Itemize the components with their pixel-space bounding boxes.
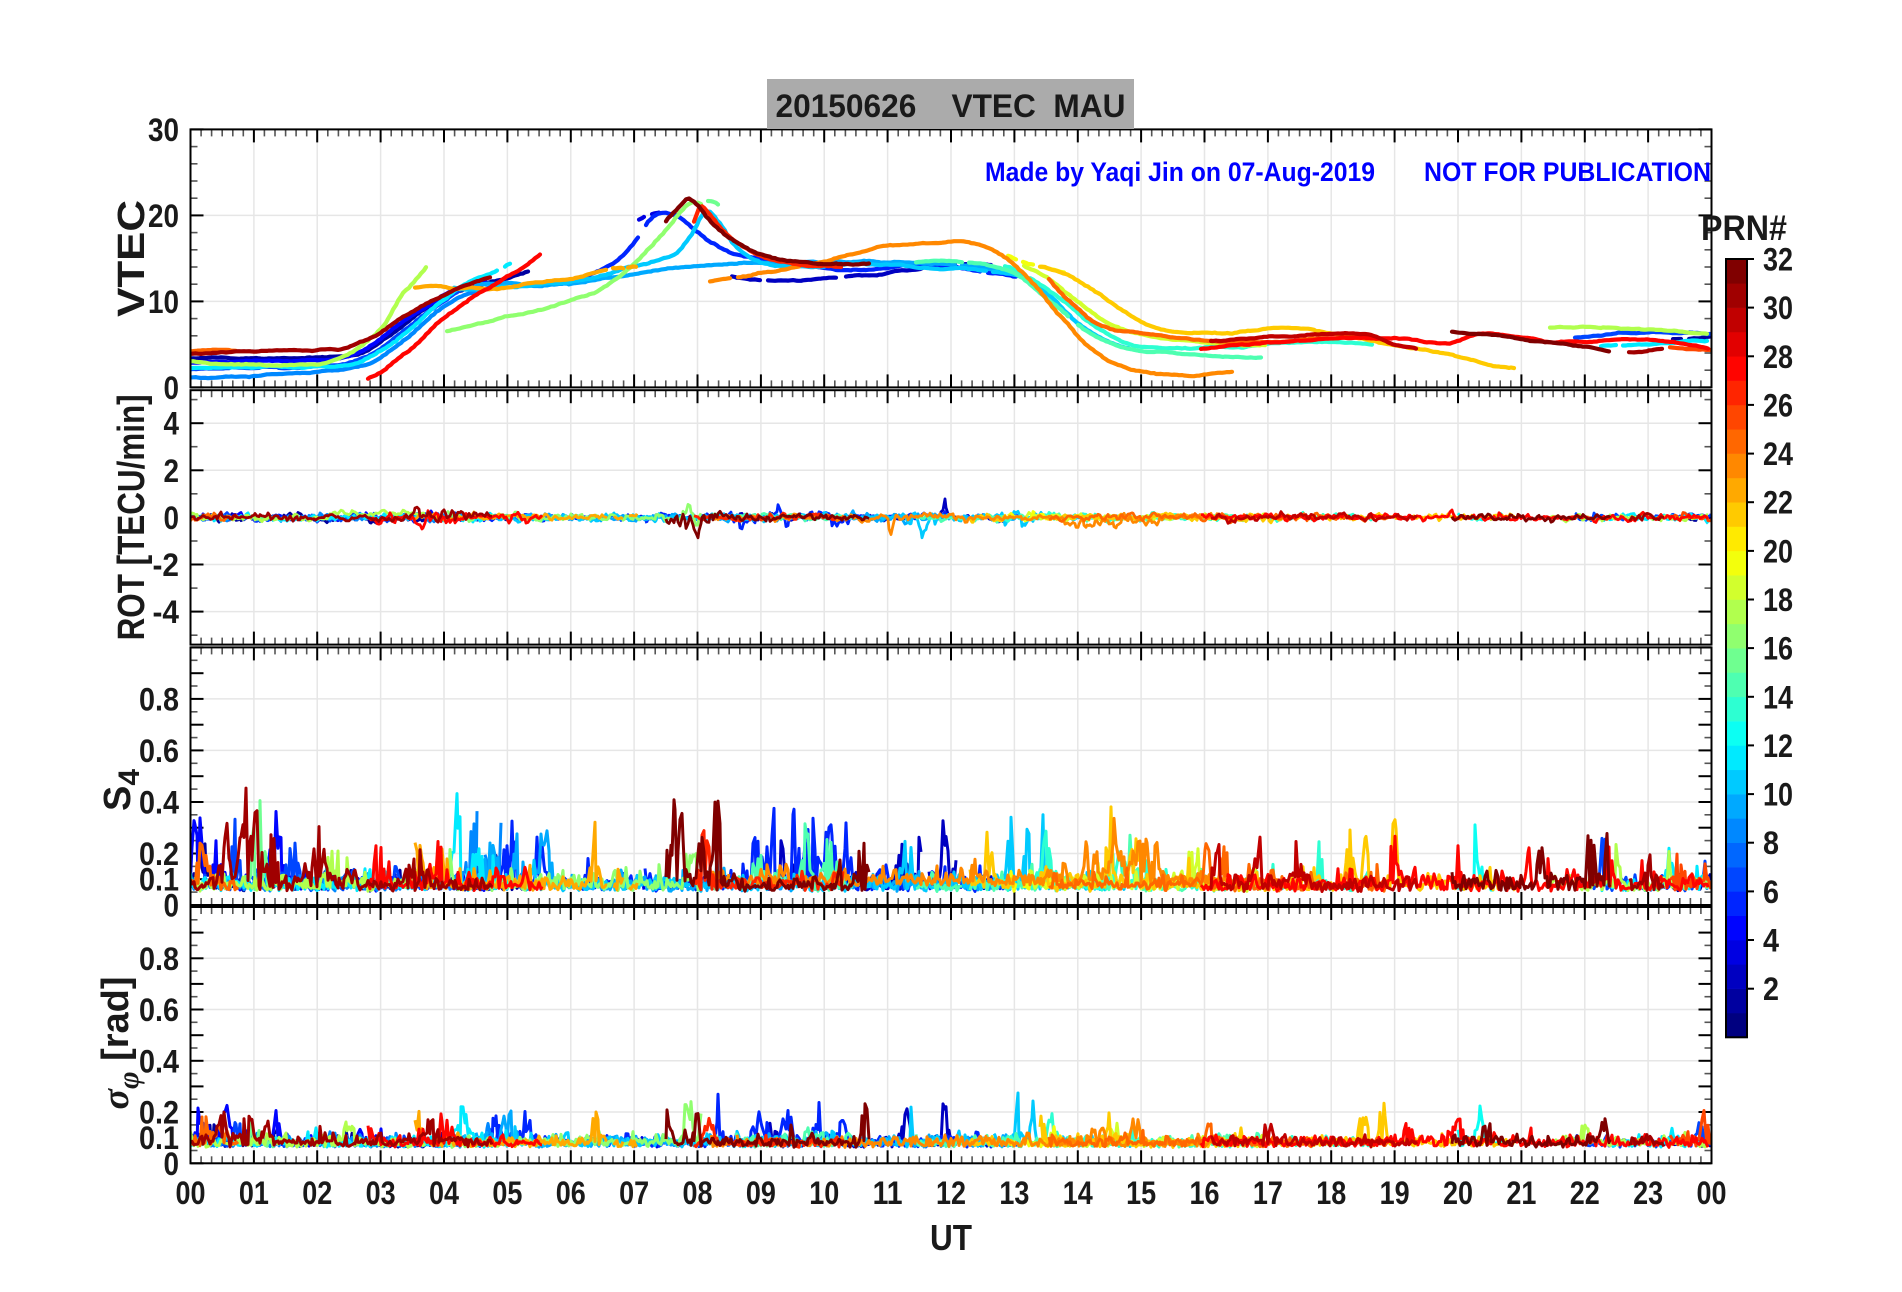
svg-text:16: 16 bbox=[1763, 631, 1793, 667]
svg-text:24: 24 bbox=[1763, 436, 1793, 472]
svg-text:14: 14 bbox=[1763, 679, 1793, 715]
svg-text:20: 20 bbox=[1443, 1175, 1473, 1211]
svg-text:20150626 VTEC MAU: 20150626 VTEC MAU bbox=[776, 88, 1126, 124]
svg-text:06: 06 bbox=[556, 1175, 586, 1211]
svg-text:05: 05 bbox=[492, 1175, 522, 1211]
svg-text:16: 16 bbox=[1190, 1175, 1220, 1211]
svg-text:0.4: 0.4 bbox=[139, 1043, 179, 1079]
svg-text:0.1: 0.1 bbox=[139, 862, 179, 898]
svg-text:0.4: 0.4 bbox=[139, 785, 179, 821]
svg-text:13: 13 bbox=[999, 1175, 1029, 1211]
svg-text:02: 02 bbox=[302, 1175, 332, 1211]
svg-text:22: 22 bbox=[1570, 1175, 1600, 1211]
svg-text:6: 6 bbox=[1763, 874, 1779, 910]
svg-text:8: 8 bbox=[1763, 825, 1779, 861]
svg-text:18: 18 bbox=[1316, 1175, 1346, 1211]
svg-text:19: 19 bbox=[1380, 1175, 1410, 1211]
svg-text:UT: UT bbox=[930, 1217, 972, 1258]
svg-text:20: 20 bbox=[1763, 533, 1793, 569]
svg-text:23: 23 bbox=[1633, 1175, 1663, 1211]
svg-text:PRN#: PRN# bbox=[1701, 209, 1787, 248]
svg-text:-4: -4 bbox=[153, 594, 180, 630]
svg-text:17: 17 bbox=[1253, 1175, 1283, 1211]
svg-text:12: 12 bbox=[1763, 728, 1793, 764]
svg-text:14: 14 bbox=[1063, 1175, 1093, 1211]
svg-text:4: 4 bbox=[1763, 923, 1779, 959]
svg-text:-2: -2 bbox=[153, 547, 180, 583]
svg-text:0: 0 bbox=[164, 888, 180, 924]
svg-text:22: 22 bbox=[1763, 485, 1793, 521]
svg-text:0: 0 bbox=[164, 1146, 180, 1182]
svg-text:30: 30 bbox=[148, 112, 179, 148]
svg-text:NOT FOR PUBLICATION: NOT FOR PUBLICATION bbox=[1424, 157, 1711, 187]
svg-text:2: 2 bbox=[164, 453, 180, 489]
svg-text:21: 21 bbox=[1506, 1175, 1536, 1211]
svg-text:0.2: 0.2 bbox=[139, 1095, 179, 1131]
svg-text:σφ [rad]: σφ [rad] bbox=[95, 976, 145, 1109]
svg-text:09: 09 bbox=[746, 1175, 776, 1211]
svg-text:10: 10 bbox=[1763, 777, 1793, 813]
svg-text:0.8: 0.8 bbox=[139, 941, 179, 977]
svg-text:07: 07 bbox=[619, 1175, 649, 1211]
svg-text:08: 08 bbox=[683, 1175, 713, 1211]
svg-text:20: 20 bbox=[148, 198, 179, 234]
svg-text:15: 15 bbox=[1126, 1175, 1156, 1211]
svg-text:0.6: 0.6 bbox=[139, 733, 179, 769]
svg-text:Made by Yaqi Jin on 07-Aug-201: Made by Yaqi Jin on 07-Aug-2019 bbox=[985, 157, 1375, 187]
svg-text:0.8: 0.8 bbox=[139, 681, 179, 717]
svg-text:10: 10 bbox=[148, 284, 179, 320]
svg-text:32: 32 bbox=[1763, 242, 1793, 278]
svg-text:2: 2 bbox=[1763, 971, 1779, 1007]
svg-text:0.1: 0.1 bbox=[139, 1120, 179, 1156]
svg-text:0: 0 bbox=[164, 500, 180, 536]
svg-text:VTEC: VTEC bbox=[111, 200, 153, 317]
svg-text:00: 00 bbox=[176, 1175, 206, 1211]
svg-text:0.6: 0.6 bbox=[139, 992, 179, 1028]
svg-text:0.2: 0.2 bbox=[139, 836, 179, 872]
svg-text:0: 0 bbox=[164, 370, 180, 406]
svg-text:01: 01 bbox=[239, 1175, 269, 1211]
svg-text:12: 12 bbox=[936, 1175, 966, 1211]
svg-text:04: 04 bbox=[429, 1175, 459, 1211]
svg-text:03: 03 bbox=[366, 1175, 396, 1211]
svg-text:4: 4 bbox=[164, 406, 180, 442]
svg-text:18: 18 bbox=[1763, 582, 1793, 618]
svg-text:00: 00 bbox=[1697, 1175, 1727, 1211]
svg-text:26: 26 bbox=[1763, 387, 1793, 423]
svg-text:ROT [TECU/min]: ROT [TECU/min] bbox=[111, 394, 153, 640]
svg-text:28: 28 bbox=[1763, 339, 1793, 375]
svg-text:10: 10 bbox=[809, 1175, 839, 1211]
svg-text:11: 11 bbox=[873, 1175, 903, 1211]
svg-text:30: 30 bbox=[1763, 290, 1793, 326]
